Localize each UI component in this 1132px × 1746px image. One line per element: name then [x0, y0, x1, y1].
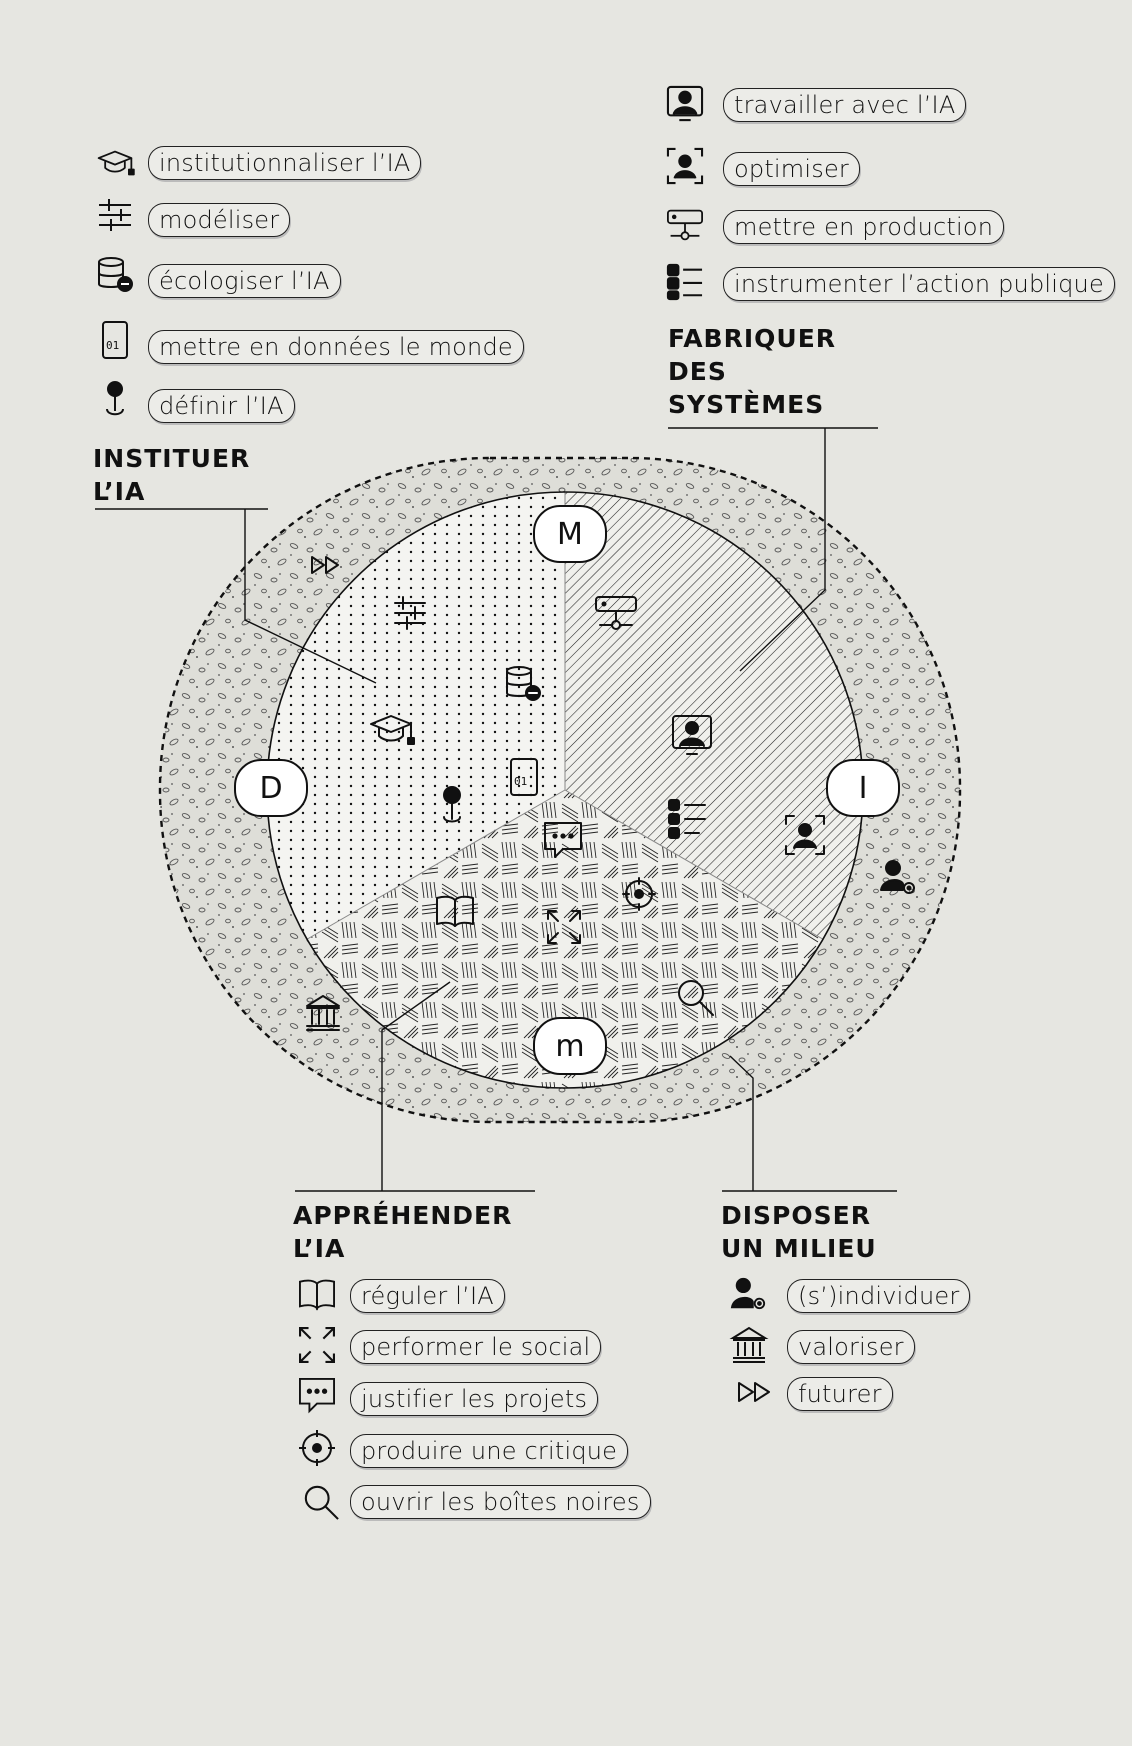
server-icon	[665, 207, 705, 243]
user-monitor-icon	[672, 715, 712, 755]
institution-icon	[729, 1326, 769, 1363]
user-focus-icon	[785, 815, 825, 855]
node-right: I	[826, 759, 900, 817]
legend-item-institutionnaliser: institutionnaliser l’IA	[148, 146, 422, 180]
checklist-icon	[668, 799, 706, 839]
legend-item-mettre-en-production: mettre en production	[723, 210, 1005, 244]
node-left: D	[234, 759, 308, 817]
user-gear-icon	[729, 1276, 769, 1312]
node-bottom: m	[533, 1017, 607, 1075]
database-minus-icon	[506, 666, 541, 701]
group-title-fabriquer: FABRIQUER DES SYSTÈMES	[668, 324, 837, 419]
legend-item-instrumenter: instrumenter l’action publique	[723, 267, 1115, 301]
user-focus-icon	[665, 147, 705, 185]
binary-file-icon: 01	[510, 758, 538, 796]
group-title-instituer: INSTITUER L’IA	[93, 444, 251, 506]
user-gear-icon	[880, 860, 915, 894]
graduation-cap-icon	[370, 715, 415, 745]
legend-item-futurer: futurer	[787, 1377, 893, 1411]
book-icon	[297, 1276, 337, 1312]
magnifier-icon	[678, 980, 714, 1016]
legend-item-individuer: (s’)individuer	[787, 1279, 971, 1313]
target-icon	[622, 877, 656, 911]
sliders-icon	[394, 596, 426, 630]
fast-forward-icon	[735, 1374, 775, 1410]
book-icon	[436, 895, 474, 927]
svg-text:01: 01	[106, 339, 119, 352]
legend-item-produire: produire une critique	[350, 1434, 629, 1468]
magnifier-icon	[301, 1484, 341, 1520]
database-minus-icon	[95, 256, 135, 292]
group-title-disposer: DISPOSER UN MILIEU	[721, 1201, 877, 1263]
legend-item-travailler: travailler avec l’IA	[723, 88, 967, 122]
user-monitor-icon	[665, 85, 705, 122]
chat-bubble-icon	[297, 1377, 337, 1414]
expand-icon	[547, 910, 581, 944]
legend-item-valoriser: valoriser	[787, 1330, 915, 1364]
server-icon	[595, 596, 637, 630]
node-top: M	[533, 505, 607, 563]
binary-file-icon: 01	[95, 321, 135, 359]
legend-item-optimiser: optimiser	[723, 152, 860, 186]
group-title-apprehender: APPRÉHENDER L’IA	[293, 1201, 513, 1263]
fast-forward-icon	[311, 556, 339, 574]
target-icon	[297, 1430, 337, 1466]
map-pin-icon	[443, 786, 461, 823]
legend-item-justifier: justifier les projets	[350, 1382, 599, 1416]
legend-item-definir: définir l’IA	[148, 389, 295, 423]
legend-item-modeliser: modéliser	[148, 203, 291, 237]
legend-item-reguler: réguler l’IA	[350, 1279, 505, 1313]
sliders-icon	[95, 197, 135, 233]
checklist-icon	[665, 263, 705, 301]
chat-bubble-icon	[544, 822, 582, 858]
legend-item-ouvrir: ouvrir les boîtes noires	[350, 1485, 651, 1519]
legend-item-mettre-en-donnees: mettre en données le monde	[148, 330, 524, 364]
legend-item-performer: performer le social	[350, 1330, 602, 1364]
map-pin-icon	[95, 381, 135, 417]
expand-icon	[297, 1327, 337, 1363]
svg-text:01: 01	[514, 775, 527, 788]
graduation-cap-icon	[95, 145, 135, 181]
legend-item-ecologiser: écologiser l’IA	[148, 264, 341, 298]
institution-icon	[306, 995, 340, 1031]
